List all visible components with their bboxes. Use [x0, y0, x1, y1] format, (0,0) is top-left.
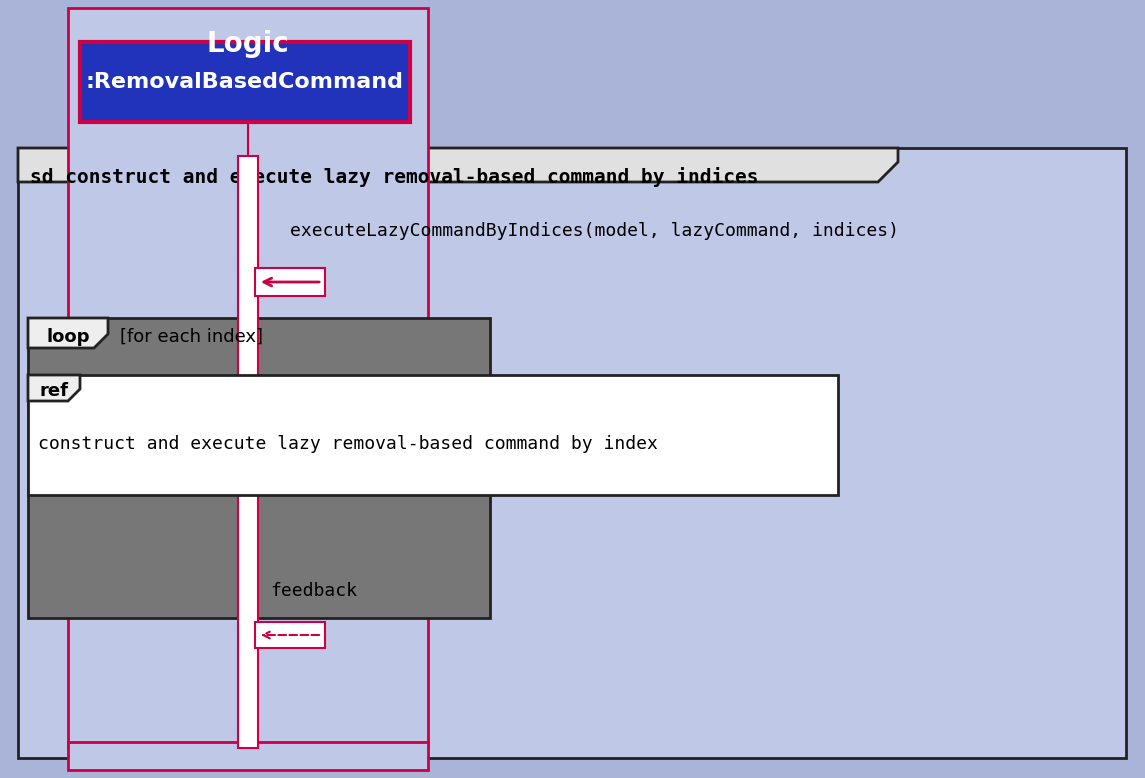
- Bar: [27, 318, 490, 618]
- Text: [for each index]: [for each index]: [120, 328, 263, 346]
- Bar: [18, 148, 1126, 758]
- Text: ref: ref: [39, 382, 69, 400]
- Polygon shape: [18, 148, 898, 182]
- Bar: [238, 156, 258, 748]
- Polygon shape: [27, 375, 80, 401]
- Polygon shape: [27, 318, 108, 348]
- Text: construct and execute lazy removal-based command by index: construct and execute lazy removal-based…: [38, 435, 658, 453]
- Text: loop: loop: [46, 328, 89, 346]
- Text: executeLazyCommandByIndices(model, lazyCommand, indices): executeLazyCommandByIndices(model, lazyC…: [290, 222, 899, 240]
- Text: sd construct and execute lazy removal-based command by indices: sd construct and execute lazy removal-ba…: [30, 167, 758, 187]
- Bar: [27, 375, 838, 495]
- Bar: [255, 268, 325, 296]
- Bar: [255, 622, 325, 648]
- Text: :RemovalBasedCommand: :RemovalBasedCommand: [86, 72, 404, 92]
- Bar: [68, 8, 428, 748]
- Text: feedback: feedback: [270, 582, 357, 600]
- Text: Logic: Logic: [206, 30, 290, 58]
- Bar: [80, 42, 410, 122]
- Bar: [68, 742, 428, 770]
